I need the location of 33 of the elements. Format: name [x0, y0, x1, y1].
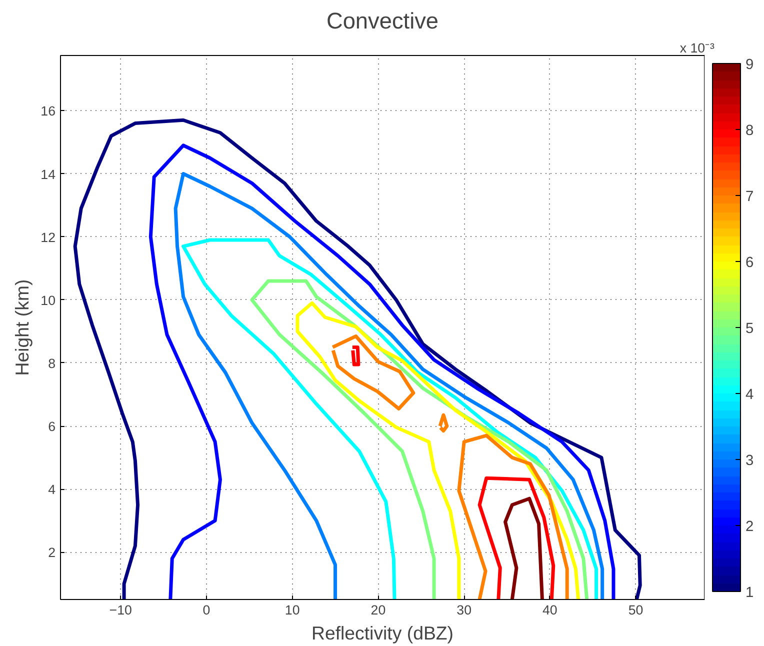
line-series — [296, 301, 580, 600]
y-tick-label: 14 — [40, 166, 56, 182]
y-tick-label: 2 — [48, 545, 56, 560]
chart-title: Convective — [326, 8, 439, 34]
y-tick-label: 6 — [48, 419, 56, 434]
color-bar-label: 4 — [746, 387, 754, 403]
y-axis-title: Height (km) — [12, 279, 33, 376]
color-bar-label: 6 — [746, 255, 754, 271]
color-bar-label: 5 — [746, 321, 754, 337]
y-tick-label: 4 — [48, 482, 56, 498]
x-tick-label: 0 — [202, 602, 210, 618]
y-tick-label: 16 — [40, 104, 56, 119]
x-tick-label: 30 — [456, 602, 472, 618]
y-tick-label: 8 — [48, 356, 56, 371]
x-tick-label: 50 — [628, 602, 644, 618]
line-series — [73, 118, 642, 600]
color-bar-label: 7 — [746, 189, 754, 205]
x-axis-title: Reflectivity (dBZ) — [311, 622, 454, 644]
color-bar-label: 2 — [746, 519, 754, 535]
line-series — [504, 496, 544, 600]
line-series — [250, 279, 589, 600]
x-tick-label: 10 — [284, 602, 300, 618]
y-tick-label: 12 — [40, 230, 56, 245]
x-tick-label: −10 — [109, 602, 132, 618]
y-tick-label: 10 — [40, 292, 56, 308]
color-bar-label: 3 — [746, 453, 754, 469]
x-tick-label: 40 — [542, 602, 558, 618]
line-series — [182, 238, 598, 600]
color-bar-title: x 10⁻³ — [680, 40, 716, 56]
color-bar-label: 9 — [746, 57, 754, 73]
x-tick-label: 20 — [370, 602, 386, 618]
color-bar-label: 1 — [746, 585, 754, 601]
color-bar-label: 8 — [746, 123, 754, 139]
